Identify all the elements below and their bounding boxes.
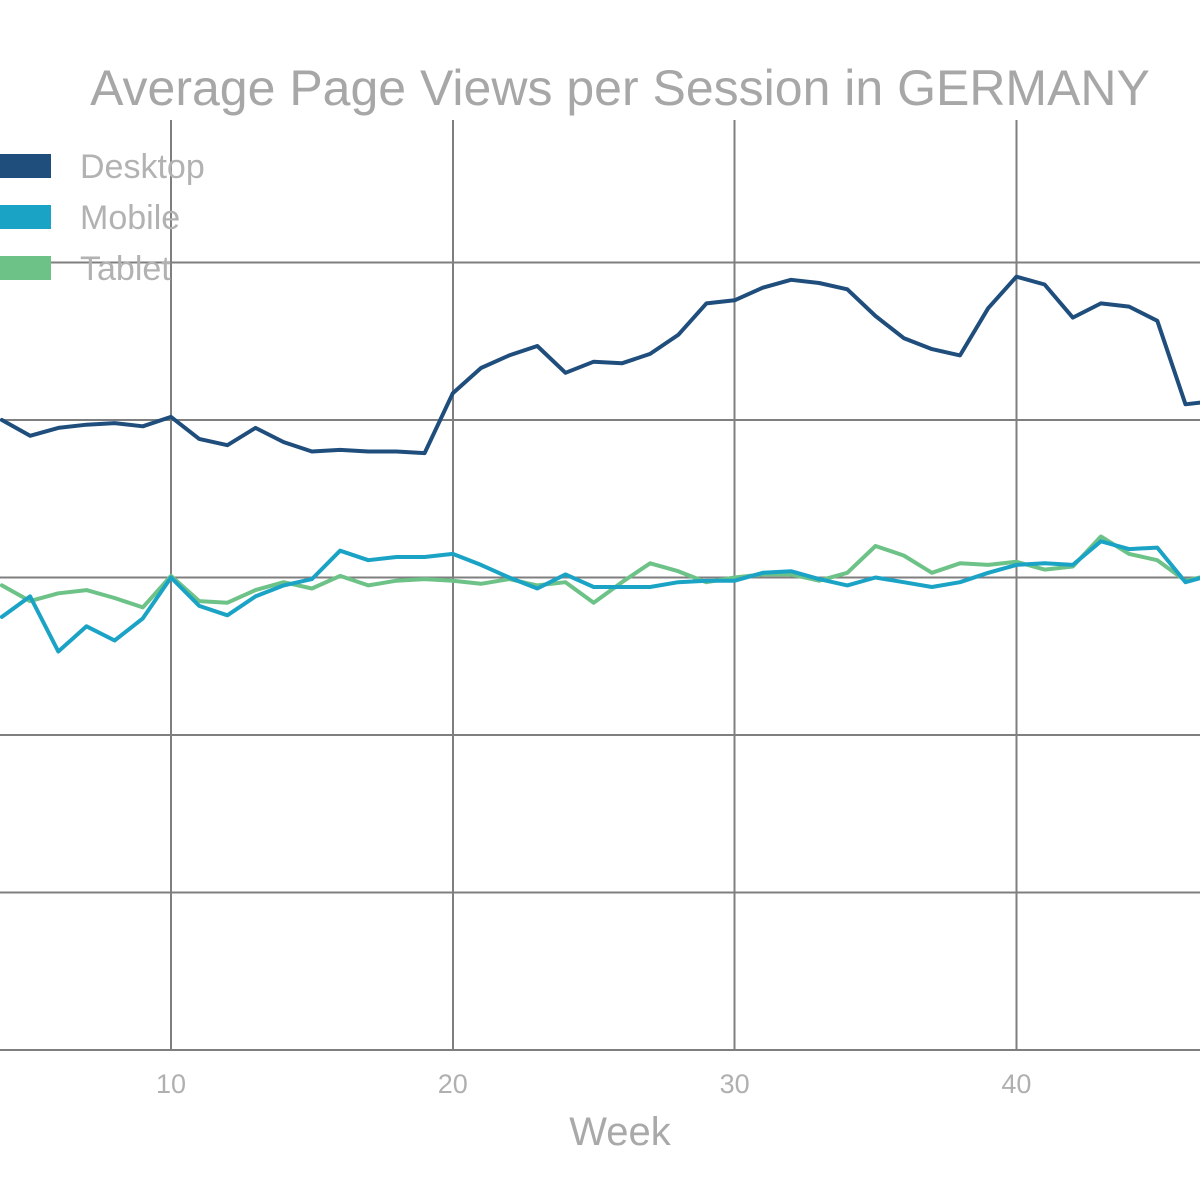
legend-label-desktop: Desktop <box>80 148 205 186</box>
series-line-desktop <box>0 274 1200 456</box>
x-tick-labels: 10 20 30 40 <box>156 1069 1031 1099</box>
legend-swatch-mobile <box>0 205 51 229</box>
series-line-tablet <box>0 534 1200 610</box>
legend-label-tablet: Tablet <box>80 250 171 288</box>
x-tick-label: 30 <box>720 1069 750 1099</box>
x-tick-label: 40 <box>1001 1069 1031 1099</box>
legend-swatch-desktop <box>0 154 51 178</box>
chart-title: Average Page Views per Session in GERMAN… <box>90 60 1150 116</box>
legend-label-mobile: Mobile <box>80 199 180 237</box>
legend-swatch-tablet <box>0 256 51 280</box>
x-tick-label: 20 <box>438 1069 468 1099</box>
series-line-mobile <box>0 539 1200 654</box>
x-tick-label: 10 <box>156 1069 186 1099</box>
series-layer <box>0 274 1200 654</box>
legend: Desktop Mobile Tablet <box>0 148 205 288</box>
x-axis-label: Week <box>569 1110 672 1154</box>
grid-layer <box>0 120 1200 1051</box>
